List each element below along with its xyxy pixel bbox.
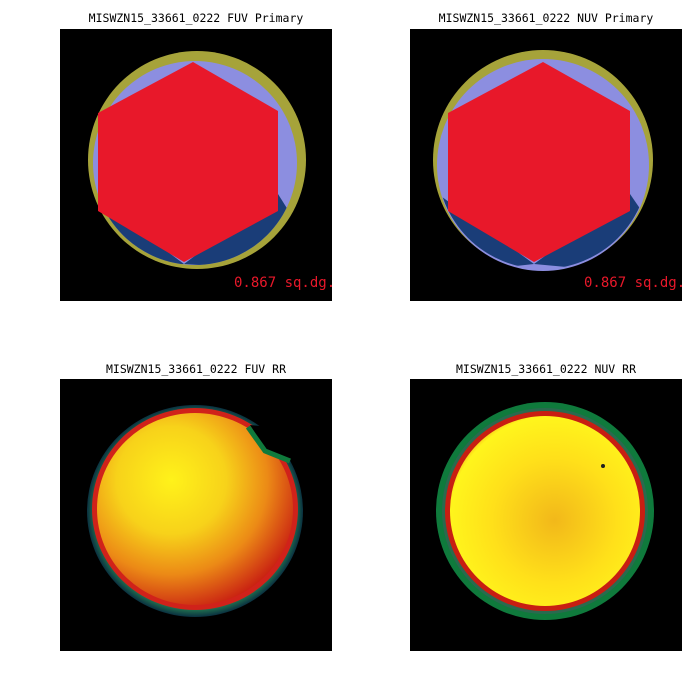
fuv-primary-image: 0.867 sq.dg.	[60, 29, 332, 301]
area-label: 0.867 sq.dg.	[234, 275, 332, 291]
detector-notch	[250, 425, 300, 459]
fuv-rr-image	[60, 379, 332, 651]
nuv-rr-image	[410, 379, 682, 651]
hot-spot	[601, 464, 605, 468]
primary-hexagon	[448, 62, 630, 262]
area-label: 0.867 sq.dg.	[584, 275, 682, 291]
fuv-primary-title: MISWZN15_33661_0222 FUV Primary	[88, 11, 304, 25]
nuv-primary-image: 0.867 sq.dg.	[410, 29, 682, 301]
detector-response	[450, 416, 640, 606]
primary-hexagon	[98, 62, 278, 262]
detector-response	[97, 413, 293, 605]
nuv-rr-title: MISWZN15_33661_0222 NUV RR	[455, 362, 636, 376]
nuv-primary-title: MISWZN15_33661_0222 NUV Primary	[438, 11, 654, 25]
fuv-rr-title: MISWZN15_33661_0222 FUV RR	[105, 362, 286, 376]
